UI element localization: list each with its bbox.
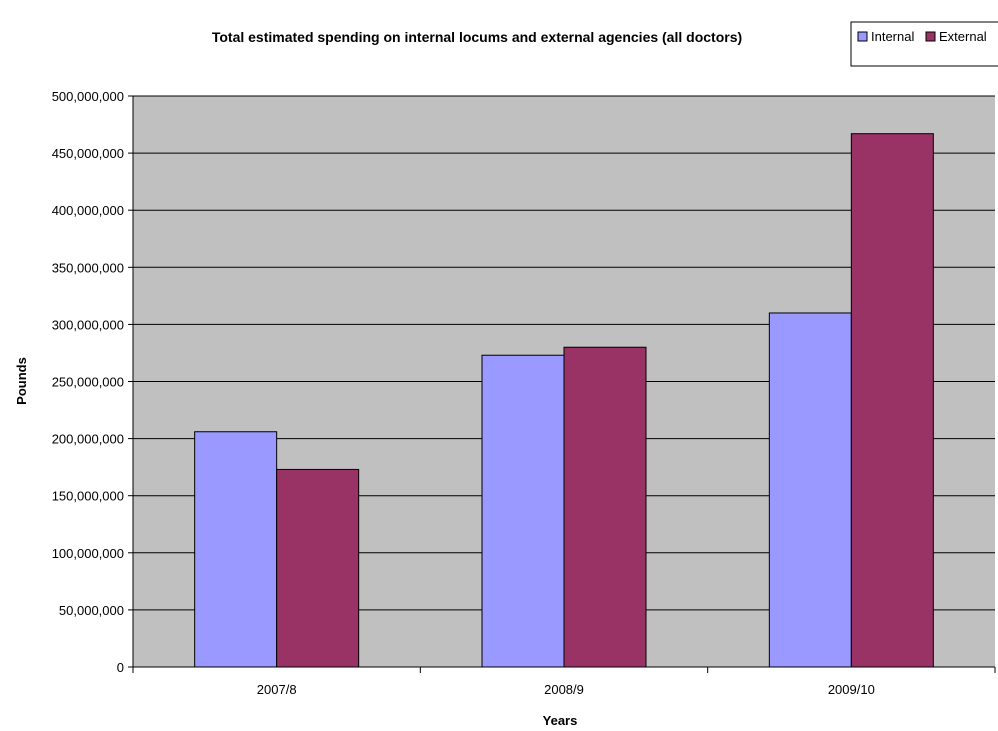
bars xyxy=(194,133,934,668)
x-axis-ticks: 2007/8 2008/9 2009/10 xyxy=(132,667,996,697)
x-tick-label: 2009/10 xyxy=(828,682,875,697)
bar-internal-1 xyxy=(481,354,565,668)
legend-label-internal: Internal xyxy=(871,29,914,44)
chart-title: Total estimated spending on internal loc… xyxy=(212,29,742,45)
y-tick-label: 450,000,000 xyxy=(52,146,124,161)
bar-external-0 xyxy=(276,468,360,668)
legend-swatch-external xyxy=(925,31,936,42)
y-tick-label: 150,000,000 xyxy=(52,489,124,504)
x-tick-label: 2007/8 xyxy=(257,682,297,697)
bar-internal-2 xyxy=(768,312,852,668)
y-tick-label: 100,000,000 xyxy=(52,546,124,561)
y-tick-label: 300,000,000 xyxy=(52,317,124,332)
y-tick-label: 50,000,000 xyxy=(59,603,124,618)
y-tick-label: 350,000,000 xyxy=(52,260,124,275)
bar-external-2 xyxy=(850,133,934,668)
legend-swatch-internal xyxy=(857,31,868,42)
y-tick-label: 200,000,000 xyxy=(52,432,124,447)
y-tick-label: 400,000,000 xyxy=(52,203,124,218)
legend: Internal External xyxy=(850,21,998,67)
bar-external-1 xyxy=(563,346,647,668)
legend-label-external: External xyxy=(939,29,987,44)
x-axis-title: Years xyxy=(543,713,578,728)
y-axis-title: Pounds xyxy=(14,357,29,405)
y-tick-label: 250,000,000 xyxy=(52,375,124,390)
y-tick-label: 0 xyxy=(117,660,124,675)
legend-box xyxy=(850,21,998,67)
y-tick-label: 500,000,000 xyxy=(52,89,124,104)
x-tick-label: 2008/9 xyxy=(544,682,584,697)
bar-internal-0 xyxy=(194,431,278,668)
y-axis-ticks: 0 50,000,000 100,000,000 150,000,000 200,000… xyxy=(52,89,133,675)
